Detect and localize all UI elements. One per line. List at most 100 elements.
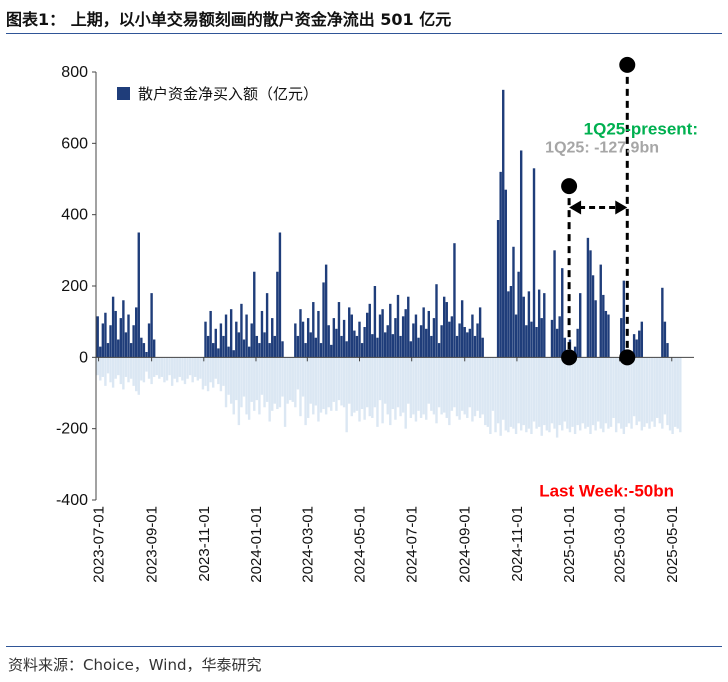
outflow-bar [581, 357, 584, 424]
outflow-bar [142, 357, 146, 383]
inflow-bar [145, 351, 148, 358]
outflow-bar [178, 357, 182, 377]
outflow-bar [509, 357, 513, 427]
outflow-bar [463, 357, 466, 415]
outflow-bar [173, 357, 176, 379]
outflow-bar [666, 357, 669, 426]
outflow-bar [240, 357, 243, 408]
inflow-bar [209, 310, 212, 358]
outflow-bar [532, 357, 536, 422]
q1-present-label: 1Q25-present: [584, 119, 698, 138]
inflow-bar [276, 271, 279, 358]
outflow-bar [186, 357, 189, 379]
inflow-bar [532, 168, 536, 358]
outflow-bar [422, 357, 425, 415]
inflow-bar [432, 318, 436, 358]
inflow-bar [140, 337, 143, 358]
outflow-bar [627, 357, 631, 424]
outflow-bar [101, 357, 105, 377]
inflow-bar [409, 341, 413, 358]
inflow-bar [396, 294, 400, 358]
inflow-bar [101, 323, 105, 358]
inflow-bar [306, 318, 310, 358]
inflow-bar [304, 343, 307, 358]
inflow-bar [535, 327, 538, 358]
outflow-bar [152, 357, 156, 377]
inflow-bar [132, 325, 135, 358]
inflow-bar [466, 332, 469, 358]
outflow-bar [383, 357, 387, 404]
inflow-bar [104, 312, 107, 358]
outflow-bar [407, 357, 410, 404]
outflow-bar [268, 357, 271, 422]
outflow-bar [442, 357, 446, 413]
outflow-bar [622, 357, 626, 435]
outflow-bar [679, 357, 682, 433]
outflow-bar [227, 357, 230, 395]
outflow-bar [106, 357, 110, 374]
outflow-bar [114, 357, 117, 379]
outflow-bar [512, 357, 515, 429]
inflow-bar [383, 332, 387, 358]
axes: -400 -200 0 200 400 600 800 2023-07-01 2023-09-0… [56, 64, 694, 583]
inflow-bar [394, 318, 397, 358]
outflow-bar [671, 357, 674, 435]
inflow-bar [319, 343, 323, 358]
outflow-bar [224, 357, 228, 408]
inflow-bar [661, 287, 664, 358]
inflow-bar [460, 300, 464, 358]
outflow-bar [247, 357, 251, 420]
outflow-bar [561, 357, 564, 431]
outflow-bar [430, 357, 433, 411]
inflow-bar [271, 318, 274, 358]
outflow-bar [214, 357, 217, 379]
outflow-bar [586, 357, 590, 427]
inflow-bar [507, 291, 510, 358]
outflow-bar [499, 357, 502, 436]
outflow-bar [160, 357, 164, 377]
outflow-bar [522, 357, 525, 426]
outflow-bar [609, 357, 613, 427]
outflow-bar [658, 357, 661, 424]
inflow-bar [455, 335, 459, 358]
outflow-bar [191, 357, 194, 383]
inflow-bar [99, 346, 102, 358]
inflow-bar [122, 300, 125, 358]
inflow-bar [376, 337, 379, 358]
inflow-bar [358, 321, 361, 358]
outflow-bar [291, 357, 294, 402]
outflow-bar [471, 357, 474, 422]
outflow-bar [250, 357, 253, 402]
inflow-bar [422, 307, 425, 358]
outflow-bar [165, 357, 169, 381]
outflow-bar [327, 357, 330, 408]
inflow-bar [114, 310, 117, 358]
inflow-bar [419, 325, 423, 358]
outflow-bar [273, 357, 277, 404]
inflow-bar [607, 314, 610, 358]
outflow-bar [289, 357, 292, 401]
outflow-bar [132, 357, 135, 386]
outflow-bar [656, 357, 659, 418]
outflow-bar [242, 357, 246, 397]
outflow-bar [432, 357, 436, 415]
outflow-bar [306, 357, 310, 418]
outflow-bar [294, 357, 297, 408]
legend-swatch [117, 87, 130, 100]
inflow-bar [435, 284, 438, 358]
inflow-bar [496, 220, 500, 358]
outflow-bar [99, 357, 102, 381]
outflow-bar [376, 357, 379, 427]
y-tick-label: -400 [56, 492, 88, 509]
outflow-bar [568, 357, 572, 433]
outflow-bar [466, 357, 469, 418]
outflow-bar [589, 357, 592, 435]
outflow-bar [137, 357, 140, 395]
x-tick-label: 2024-03-01 [299, 506, 316, 583]
outflow-bar [517, 357, 520, 424]
outflow-bar [543, 357, 546, 426]
outflow-bar [168, 357, 171, 376]
inflow-bar [453, 243, 456, 358]
outflow-bar [653, 357, 656, 427]
inflow-bar [342, 319, 346, 358]
